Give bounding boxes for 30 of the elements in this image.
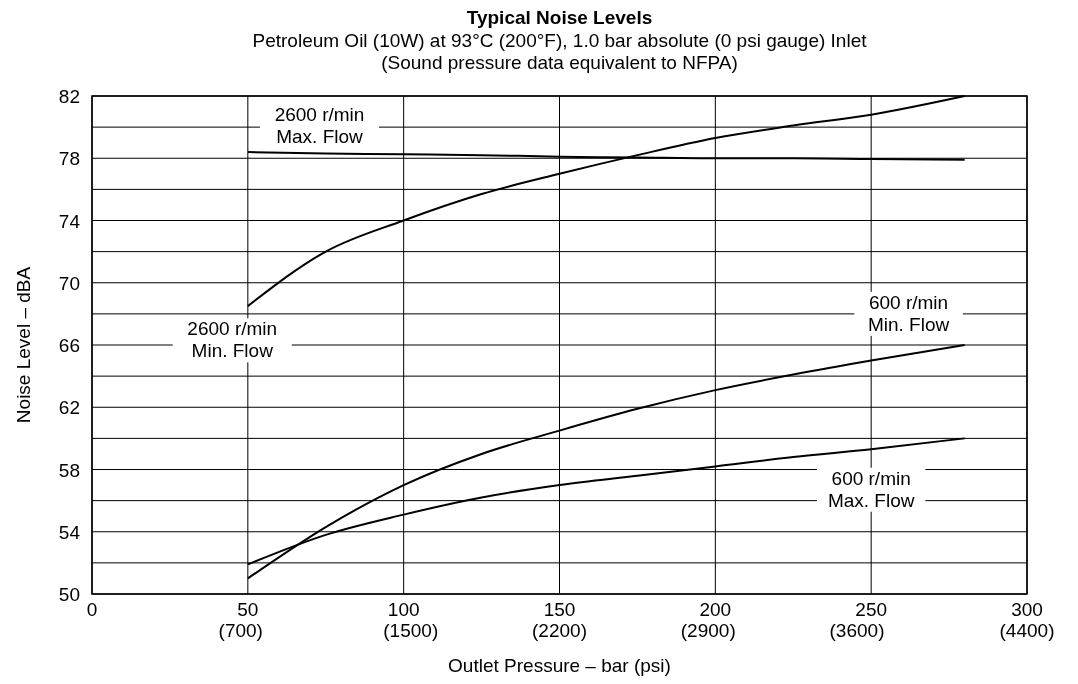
y-tick-label: 66	[58, 335, 80, 356]
x2-tick-label: (3600)	[829, 620, 885, 641]
y-tick-label: 62	[58, 397, 80, 419]
x2-tick-label: (2200)	[532, 620, 587, 641]
x2-tick-label: (700)	[218, 620, 263, 641]
x2-tick-label: (2900)	[680, 620, 736, 641]
x2-tick-label: (4400)	[999, 620, 1055, 641]
x-tick-label: 0	[86, 599, 98, 620]
chart-subtitle: Petroleum Oil (10W) at 93°C (200°F), 1.0 bar absolute (0 psi gauge) Inlet (Sound pressure data equivalent to NFPA)	[252, 30, 868, 73]
x-tick-label: 250	[855, 599, 888, 620]
y-tick-label: 78	[58, 148, 80, 170]
y-tick-label: 74	[58, 210, 81, 232]
y-tick-label: 54	[58, 521, 81, 543]
y-tick-label: 70	[58, 272, 80, 294]
y-tick-label: 50	[58, 584, 80, 605]
series-label: 600 r/min Max. Flow	[827, 467, 915, 511]
x-tick-label: 100	[387, 599, 420, 620]
x-tick-label: 150	[543, 599, 576, 620]
series-label: 600 r/min Min. Flow	[867, 291, 950, 335]
series-label: 2600 r/min Max. Flow	[274, 103, 365, 147]
x-tick-label: 300	[1011, 599, 1043, 620]
x-axis-title: Outlet Pressure – bar (psi)	[448, 655, 671, 676]
x-tick-label: 200	[699, 599, 732, 620]
chart-title: Typical Noise Levels	[466, 7, 653, 28]
y-axis-title: Noise Level – dBA	[13, 266, 34, 424]
y-tick-label: 58	[58, 459, 80, 481]
x2-tick-label: (1500)	[383, 620, 439, 641]
series-label: 2600 r/min Min. Flow	[187, 318, 278, 362]
x-tick-label: 50	[237, 599, 259, 620]
y-tick-label: 82	[58, 86, 80, 107]
